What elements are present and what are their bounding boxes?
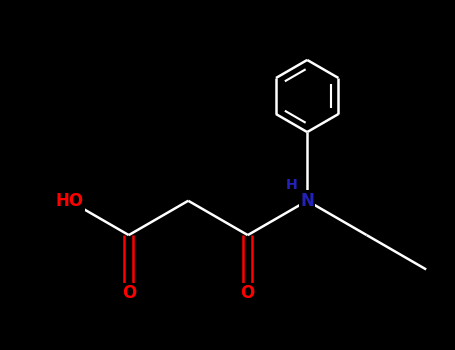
Text: O: O	[121, 285, 136, 302]
Text: H: H	[286, 178, 298, 192]
Text: HO: HO	[55, 192, 83, 210]
Text: N: N	[300, 192, 314, 210]
Text: O: O	[241, 285, 255, 302]
